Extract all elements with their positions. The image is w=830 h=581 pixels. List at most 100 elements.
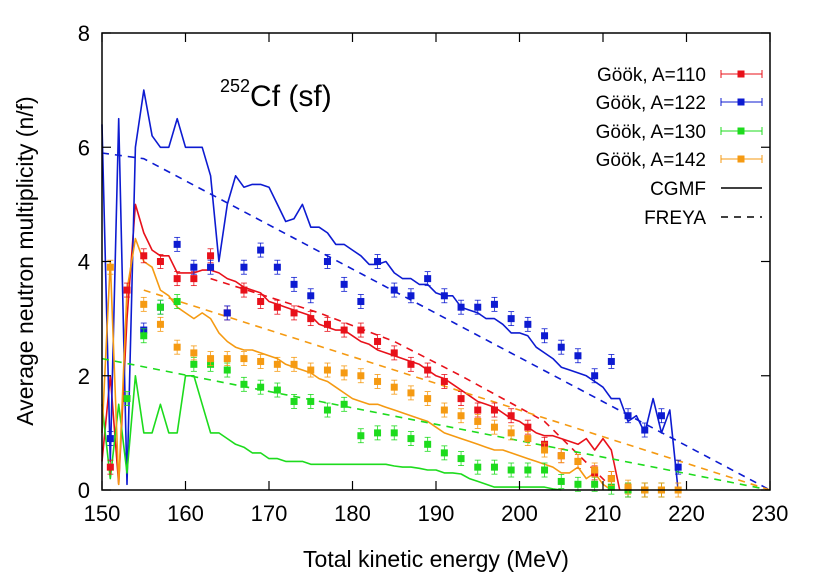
data-point <box>207 252 215 260</box>
y-tick-label: 8 <box>78 21 90 46</box>
data-point <box>307 366 315 374</box>
plot-title-main: Cf (sf) <box>250 80 332 113</box>
data-point <box>374 337 382 345</box>
data-point <box>190 263 198 271</box>
data-point <box>290 280 298 288</box>
data-point <box>323 320 331 328</box>
data-point <box>340 280 348 288</box>
data-point <box>123 395 131 403</box>
data-point <box>457 455 465 463</box>
data-point <box>407 292 415 300</box>
data-point <box>507 315 515 323</box>
data-point <box>541 446 549 454</box>
data-point <box>207 355 215 363</box>
y-tick-label: 6 <box>78 135 90 160</box>
data-point <box>557 452 565 460</box>
data-point <box>156 320 164 328</box>
data-point <box>106 463 114 471</box>
cgmf-line <box>101 237 612 491</box>
data-point <box>390 286 398 294</box>
data-point <box>524 435 532 443</box>
y-tick-label: 4 <box>78 250 90 275</box>
legend: Göök, A=110 Göök, A=122 Göök, A=130 Göök, A… <box>596 65 763 229</box>
data-point <box>474 417 482 425</box>
data-point <box>424 366 432 374</box>
data-point <box>190 349 198 357</box>
data-point <box>257 383 265 391</box>
data-point <box>407 360 415 368</box>
data-point <box>440 449 448 457</box>
legend-label: Göök, A=142 <box>596 150 706 171</box>
data-point <box>357 326 365 334</box>
cgmf-line <box>101 374 562 491</box>
data-point <box>557 477 565 485</box>
legend-label: Göök, A=130 <box>596 122 706 143</box>
data-point <box>240 355 248 363</box>
data-point <box>390 429 398 437</box>
data-point <box>156 303 164 311</box>
data-point <box>674 463 682 471</box>
data-point <box>273 303 281 311</box>
data-point <box>374 258 382 265</box>
data-point <box>390 383 398 391</box>
data-point <box>173 343 181 351</box>
plot-title: 252Cf (sf) <box>220 76 332 113</box>
data-point <box>307 292 315 300</box>
freya-line <box>143 289 771 491</box>
plot-title-superscript: 252 <box>220 76 250 96</box>
data-point <box>474 463 482 471</box>
data-point <box>457 395 465 403</box>
data-point <box>607 475 615 483</box>
data-point <box>507 429 515 437</box>
data-point <box>490 300 498 308</box>
data-point <box>106 263 114 271</box>
data-point <box>490 423 498 431</box>
data-point <box>624 412 632 420</box>
data-point <box>440 406 448 414</box>
data-point <box>657 412 665 420</box>
data-point <box>173 240 181 248</box>
data-point <box>290 309 298 317</box>
y-tick-label: 2 <box>78 364 90 389</box>
data-point <box>357 372 365 380</box>
legend-label: CGMF <box>650 179 706 200</box>
data-point <box>490 463 498 471</box>
x-tick-label: 200 <box>501 501 538 526</box>
x-tick-label: 220 <box>668 501 705 526</box>
data-point <box>223 309 231 317</box>
data-point <box>541 466 549 474</box>
x-tick-label: 210 <box>585 501 622 526</box>
data-point <box>190 275 198 283</box>
data-point <box>574 352 582 360</box>
freya-line <box>210 277 612 488</box>
cgmf-line <box>101 89 679 491</box>
data-point <box>140 252 148 260</box>
legend-label: FREYA <box>644 208 706 229</box>
data-point <box>173 297 181 305</box>
data-point <box>156 258 164 265</box>
data-point <box>591 466 599 474</box>
legend-sample-point <box>737 127 745 135</box>
data-point <box>624 483 632 491</box>
data-point <box>240 286 248 294</box>
data-point <box>524 466 532 474</box>
data-point <box>307 315 315 323</box>
data-point <box>257 246 265 254</box>
data-point <box>340 369 348 377</box>
data-point <box>223 366 231 374</box>
data-point <box>357 297 365 305</box>
data-point <box>257 357 265 365</box>
data-point <box>607 357 615 365</box>
y-axis-title: Average neutron multiplicity (n/f) <box>12 96 38 425</box>
data-point <box>440 377 448 385</box>
data-point <box>323 366 331 374</box>
data-point <box>424 440 432 448</box>
data-point <box>374 377 382 385</box>
legend-sample-point <box>737 155 745 163</box>
data-point <box>457 412 465 420</box>
x-tick-label: 170 <box>251 501 288 526</box>
legend-sample-point <box>737 98 745 106</box>
data-point <box>607 483 615 491</box>
freya-line <box>101 152 771 491</box>
